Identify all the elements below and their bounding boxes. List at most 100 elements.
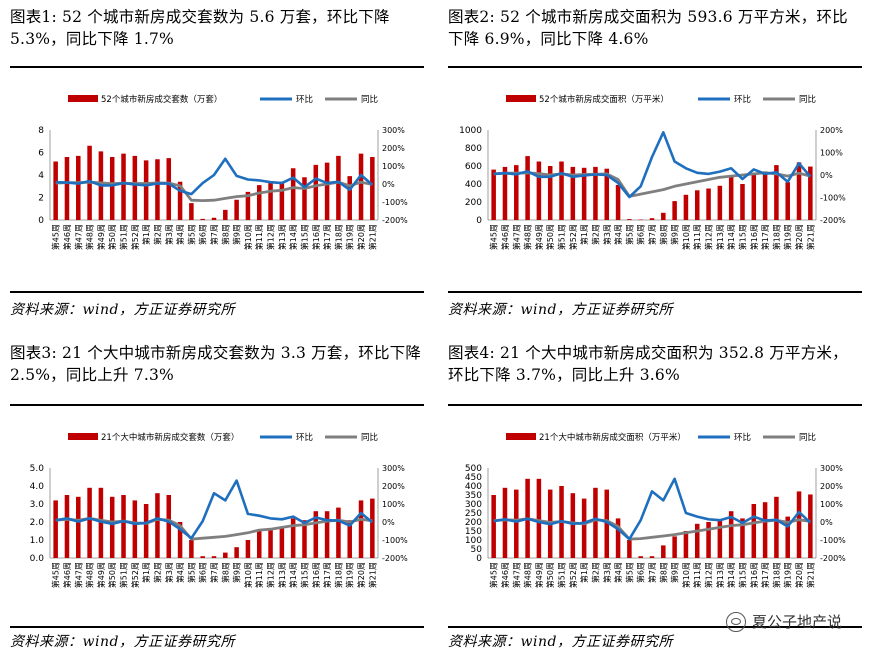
y-left-tick-label: 5.0: [30, 464, 45, 474]
x-tick-label: 第20周: [794, 562, 804, 588]
bar: [302, 177, 307, 220]
y-right-tick-label: 300%: [820, 464, 843, 473]
legend: 52个城市新房成交套数（万套） 环比 同比: [68, 94, 378, 105]
bar: [502, 487, 508, 558]
bar: [211, 556, 217, 558]
x-tick-label: 第51周: [557, 224, 567, 250]
chart-4: 21个大中城市新房成交面积（万平米） 环比 同比050100150200250300…: [465, 432, 846, 588]
bar: [751, 504, 757, 558]
bar: [570, 493, 576, 558]
panel-2: 图表2: 52 个城市新房成交面积为 593.6 万平方米，环比下降 6.9%，…: [448, 6, 862, 326]
x-tick-label: 第52周: [130, 562, 140, 588]
x-tick-label: 第12周: [704, 224, 714, 250]
x-tick-label: 第19周: [783, 562, 793, 588]
y-right-tick-label: -200%: [820, 554, 846, 563]
x-tick-label: 第45周: [489, 562, 499, 588]
y-left-tick-label: 600: [465, 162, 482, 172]
x-tick-label: 第17周: [322, 562, 332, 588]
x-tick-label: 第17周: [322, 224, 332, 250]
bar: [604, 489, 610, 558]
bar: [370, 157, 375, 220]
source-note: 资料来源：wind，方正证券研究所: [448, 302, 673, 318]
bar: [717, 520, 723, 558]
bar: [694, 190, 700, 220]
divider: [10, 626, 424, 628]
bar: [593, 487, 598, 558]
bar: [525, 156, 530, 220]
source-note: 资料来源：wind，方正证券研究所: [448, 634, 673, 650]
x-tick-label: 第4周: [175, 562, 185, 583]
series-line-tb: [493, 171, 811, 198]
bar: [143, 160, 149, 220]
bar: [223, 552, 228, 558]
legend-label-hb: 环比: [296, 94, 313, 105]
legend-label-bar: 21个大中城市新房成交套数（万套）: [101, 432, 239, 443]
x-tick-label: 第10周: [243, 562, 253, 588]
y-left-tick-label: 4.0: [30, 482, 45, 492]
x-tick-label: 第20周: [794, 224, 804, 250]
x-tick-label: 第2周: [590, 224, 600, 245]
x-tick-label: 第48周: [523, 562, 533, 588]
bar: [53, 161, 58, 220]
x-tick-label: 第45周: [489, 224, 499, 250]
y-left-tick-label: 400: [465, 180, 482, 190]
x-tick-label: 第21周: [805, 224, 815, 250]
x-tick-label: 第8周: [658, 562, 668, 583]
y-right-tick-label: 100%: [382, 162, 405, 171]
bar: [177, 522, 183, 558]
bar: [615, 184, 621, 220]
x-tick-label: 第6周: [198, 562, 208, 583]
bar: [336, 507, 341, 558]
y-right-tick-label: -100%: [820, 536, 846, 545]
y-left-tick-label: 6: [38, 149, 44, 159]
caption: 图表2: 52 个城市新房成交面积为 593.6 万平方米，环比下降 6.9%，…: [448, 8, 848, 48]
bar: [234, 547, 239, 558]
bar: [211, 217, 217, 220]
bar: [143, 504, 149, 558]
y-left-tick-label: 250: [465, 509, 482, 519]
series-line-hb: [55, 157, 374, 196]
legend-label-hb: 环比: [734, 432, 751, 443]
y-left-tick-label: 1000: [459, 126, 482, 136]
x-tick-label: 第14周: [288, 562, 298, 588]
y-left-tick-label: 0.0: [30, 554, 45, 564]
bar: [200, 218, 205, 220]
series-line-hb: [493, 131, 812, 199]
y-right-tick-label: 200%: [820, 482, 843, 491]
bar: [64, 157, 70, 220]
legend: 21个大中城市新房成交面积（万平米） 环比 同比: [506, 432, 816, 443]
divider: [448, 291, 862, 293]
y-right-tick-label: 300%: [382, 464, 405, 473]
y-right-tick-label: 0%: [820, 518, 833, 527]
panel-1: 图表1: 52 个城市新房成交套数为 5.6 万套，环比下降 5.3%，同比下降…: [10, 6, 424, 326]
x-tick-label: 第18周: [771, 224, 781, 250]
y-right-tick-label: 100%: [382, 500, 405, 509]
bar: [796, 162, 802, 220]
bar: [785, 182, 790, 220]
bar: [347, 176, 352, 220]
legend-label-bar: 52个城市新房成交套数（万套）: [101, 94, 222, 105]
y-right-tick-label: 200%: [382, 482, 405, 491]
bar: [370, 498, 375, 558]
x-tick-label: 第2周: [590, 562, 600, 583]
x-tick-label: 第9周: [232, 562, 242, 583]
bar: [785, 516, 790, 558]
y-left-tick-label: 100: [465, 536, 482, 546]
y-left-tick-label: 350: [465, 491, 482, 501]
x-tick-label: 第5周: [186, 562, 196, 583]
y-right-tick-label: -200%: [382, 554, 408, 563]
x-tick-label: 第45周: [51, 562, 61, 588]
x-tick-label: 第3周: [602, 224, 612, 245]
bar: [661, 545, 666, 558]
series-line-hb: [55, 479, 374, 540]
bar: [347, 520, 352, 558]
y-left-tick-label: 150: [465, 527, 482, 537]
bar: [279, 527, 285, 558]
y-right-tick-label: 200%: [820, 126, 843, 135]
bar: [672, 201, 677, 220]
source-note: 资料来源：wind，方正证券研究所: [10, 302, 235, 318]
x-tick-label: 第9周: [670, 562, 680, 583]
x-tick-label: 第4周: [613, 224, 623, 245]
x-tick-label: 第19周: [345, 224, 355, 250]
x-tick-label: 第13周: [715, 224, 725, 250]
